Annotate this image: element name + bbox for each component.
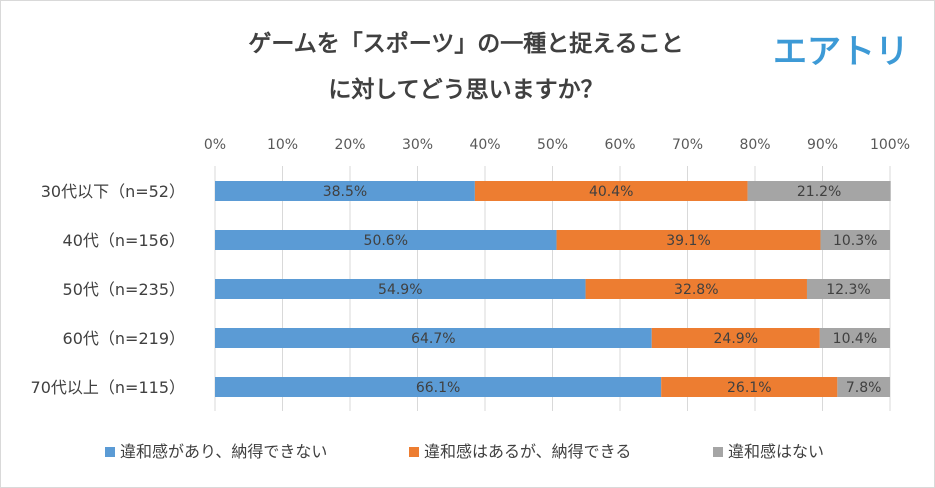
category-label: 60代（n=219） xyxy=(63,329,185,348)
bar-segment xyxy=(474,181,748,201)
bar-segment xyxy=(585,279,807,299)
data-label: 21.2% xyxy=(797,184,841,200)
bar-segment xyxy=(215,328,652,348)
legend-swatch xyxy=(713,447,723,457)
bar-segment xyxy=(837,377,890,397)
legend-swatch xyxy=(105,447,115,457)
legend-label: 違和感はあるが、納得できる xyxy=(424,442,631,461)
data-label: 40.4% xyxy=(589,184,633,200)
x-tick-label: 30% xyxy=(402,137,433,153)
chart-title-line-1: ゲームを「スポーツ」の一種と捉えること xyxy=(248,30,683,57)
x-tick-label: 60% xyxy=(604,137,635,153)
data-label: 7.8% xyxy=(846,380,882,396)
data-label: 12.3% xyxy=(826,282,870,298)
x-tick-label: 0% xyxy=(204,137,226,153)
x-tick-label: 90% xyxy=(807,137,838,153)
bar-segment xyxy=(661,377,838,397)
x-tick-label: 80% xyxy=(739,137,770,153)
legend-swatch xyxy=(409,447,419,457)
bar-segment xyxy=(215,230,557,250)
category-label: 50代（n=235） xyxy=(63,280,185,299)
data-label: 24.9% xyxy=(714,331,758,347)
data-label: 64.7% xyxy=(411,331,455,347)
bar-segment xyxy=(215,181,475,201)
category-label: 40代（n=156） xyxy=(63,231,185,250)
data-label: 39.1% xyxy=(666,233,710,249)
x-tick-label: 50% xyxy=(537,137,568,153)
bar-segment xyxy=(820,230,890,250)
data-label: 10.4% xyxy=(833,331,877,347)
bar-segment xyxy=(556,230,821,250)
bar-segment xyxy=(651,328,820,348)
x-tick-label: 40% xyxy=(469,137,500,153)
bar-segment xyxy=(215,279,586,299)
data-label: 54.9% xyxy=(378,282,422,298)
x-tick-label: 70% xyxy=(672,137,703,153)
chart-title-line-2: に対してどう思いますか？ xyxy=(328,77,603,103)
legend-label: 違和感があり、納得できない xyxy=(120,442,327,461)
bar-segment xyxy=(215,377,662,397)
legend-label: 違和感はない xyxy=(728,442,824,461)
x-tick-label: 100% xyxy=(870,137,910,153)
data-label: 32.8% xyxy=(674,282,718,298)
data-label: 38.5% xyxy=(323,184,367,200)
x-tick-label: 20% xyxy=(334,137,365,153)
logo: エアトリ xyxy=(773,32,909,72)
data-label: 26.1% xyxy=(727,380,771,396)
bar-segment xyxy=(806,279,890,299)
data-label: 10.3% xyxy=(833,233,877,249)
data-label: 66.1% xyxy=(416,380,460,396)
bar-segment xyxy=(747,181,891,201)
x-tick-label: 10% xyxy=(267,137,298,153)
category-label: 30代以下（n=52） xyxy=(41,182,185,201)
category-label: 70代以上（n=115） xyxy=(31,378,185,397)
bar-segment xyxy=(819,328,890,348)
data-label: 50.6% xyxy=(364,233,408,249)
